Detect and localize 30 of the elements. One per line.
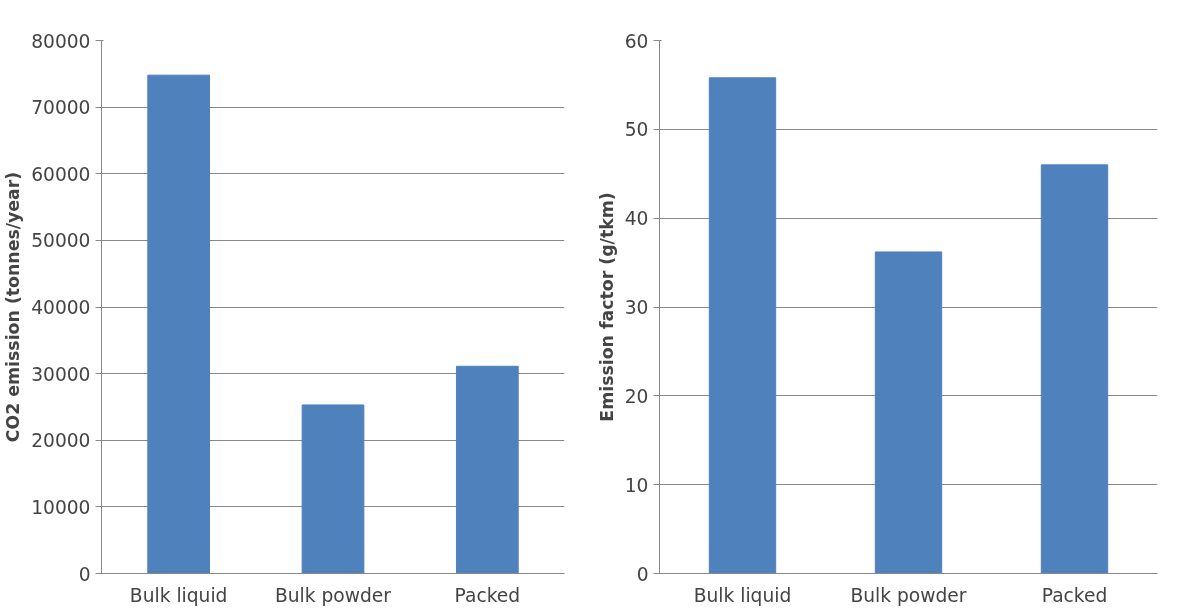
x-tick-label: Bulk liquid — [693, 584, 792, 606]
y-tick-label: 40 — [624, 208, 649, 230]
y-tick-label: 40000 — [31, 297, 91, 318]
x-tick-label: Bulk powder — [850, 584, 967, 606]
y-tick-label: 20 — [624, 385, 649, 407]
y-tick-label: 30000 — [31, 363, 91, 385]
y-tick-label: 30 — [624, 297, 649, 318]
bar — [301, 404, 365, 574]
bar — [455, 365, 519, 574]
bar — [708, 77, 777, 574]
bar — [874, 251, 943, 574]
y-tick-label: 60000 — [31, 163, 91, 185]
y-tick-label: 50000 — [31, 230, 91, 252]
y-tick-label: 70000 — [31, 97, 91, 119]
bar — [1040, 164, 1109, 574]
y-tick-label: 0 — [78, 563, 91, 585]
y-tick-label: 50 — [624, 119, 649, 141]
bar — [147, 74, 211, 574]
x-tick-label: Bulk liquid — [129, 584, 228, 606]
x-tick-label: Packed — [1041, 584, 1108, 606]
y-axis-title: Emission factor (g/tkm) — [596, 192, 617, 422]
y-tick-label: 10000 — [31, 496, 91, 518]
x-tick-label: Bulk powder — [274, 584, 392, 606]
x-tick-label: Packed — [454, 584, 521, 606]
y-tick-label: 0 — [636, 563, 649, 585]
y-tick-label: 80000 — [31, 30, 91, 52]
y-axis-title: CO2 emission (tonnes/year) — [3, 171, 24, 443]
y-tick-label: 60 — [624, 30, 649, 52]
y-tick-label: 10 — [624, 474, 649, 496]
y-tick-label: 20000 — [31, 430, 91, 452]
